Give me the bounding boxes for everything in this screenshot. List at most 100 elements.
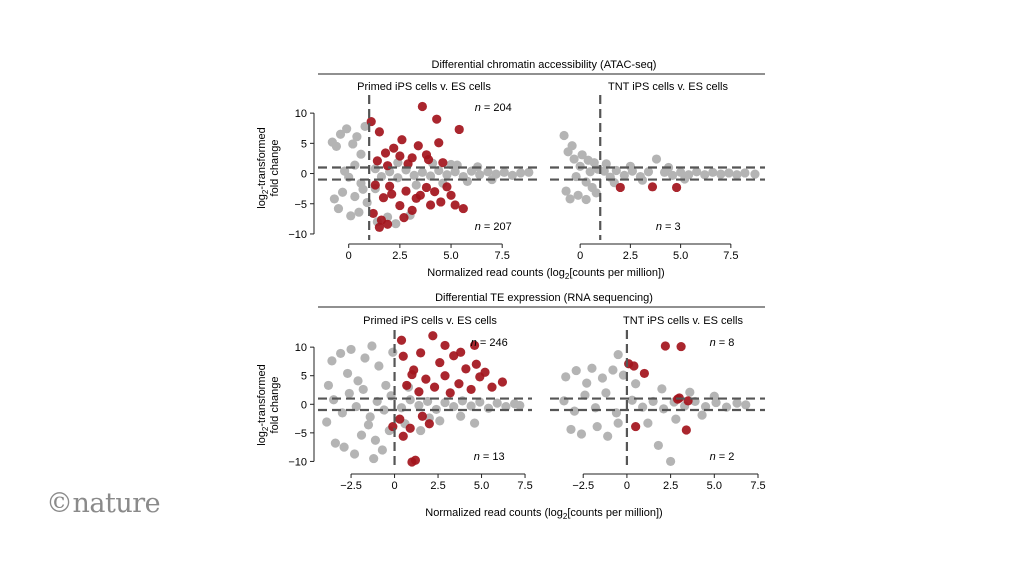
- data-point-significant: [466, 384, 476, 395]
- data-point-significant: [385, 181, 395, 191]
- x-tick-label: 0: [346, 250, 352, 262]
- data-point-nonsignificant: [409, 170, 419, 180]
- data-point-significant: [395, 151, 405, 161]
- data-point-nonsignificant: [462, 176, 473, 186]
- data-point-nonsignificant: [348, 139, 358, 149]
- data-point-significant: [440, 371, 450, 381]
- data-point-nonsignificant: [576, 429, 587, 439]
- x-tick-label: 0: [391, 480, 397, 492]
- x-tick-label: 5.0: [707, 480, 722, 492]
- data-point-nonsignificant: [322, 417, 332, 427]
- data-point-significant: [497, 377, 508, 387]
- data-point-nonsignificant: [566, 424, 576, 435]
- data-point-nonsignificant: [360, 353, 370, 363]
- data-point-significant: [425, 200, 436, 210]
- data-point-significant: [660, 341, 670, 351]
- data-point-nonsignificant: [676, 167, 686, 177]
- data-point-nonsignificant: [575, 161, 585, 171]
- data-point-significant: [398, 431, 408, 441]
- data-point-significant: [380, 148, 391, 158]
- data-point-significant: [449, 351, 459, 361]
- data-point-nonsignificant: [613, 349, 623, 360]
- data-point-nonsignificant: [643, 418, 653, 428]
- data-point-significant: [424, 419, 434, 429]
- data-point-significant: [403, 159, 413, 169]
- data-point-nonsignificant: [653, 440, 663, 451]
- data-point-nonsignificant: [559, 130, 569, 141]
- data-point-significant: [461, 364, 471, 374]
- data-point-significant: [388, 421, 398, 432]
- data-point-nonsignificant: [365, 412, 375, 422]
- rna-primed-panel-title: Primed iPS cells v. ES cells: [363, 315, 497, 327]
- n-count-annotation: n = 2: [710, 451, 735, 463]
- data-point-significant: [423, 155, 434, 165]
- data-point-significant: [446, 190, 456, 200]
- data-point-significant: [372, 156, 382, 166]
- data-point-nonsignificant: [417, 167, 427, 177]
- data-point-nonsignificant: [350, 191, 360, 202]
- data-point-nonsignificant: [716, 169, 726, 179]
- data-point-significant: [417, 101, 427, 112]
- x-tick-label: −2.5: [572, 480, 594, 492]
- y-tick-label: −5: [294, 199, 307, 211]
- data-point-significant: [414, 387, 424, 397]
- data-point-nonsignificant: [659, 404, 669, 414]
- data-point-nonsignificant: [440, 397, 450, 408]
- data-point-nonsignificant: [456, 411, 466, 421]
- atac-tnt-panel: 0 2.5 5.0 7.5 n = 3: [550, 95, 765, 262]
- data-point-nonsignificant: [561, 186, 571, 196]
- data-point-nonsignificant: [515, 400, 525, 411]
- rna-x-axis-label: Normalized read counts (log2[counts per …: [425, 507, 662, 521]
- data-point-nonsignificant: [587, 363, 597, 373]
- data-point-nonsignificant: [370, 435, 381, 445]
- data-point-nonsignificant: [671, 414, 681, 424]
- data-point-significant: [450, 200, 460, 210]
- data-point-nonsignificant: [589, 158, 599, 168]
- data-point-nonsignificant: [379, 405, 389, 415]
- data-point-nonsignificant: [423, 396, 433, 407]
- atac-y-axis-label: log2-transformed fold change: [256, 127, 281, 209]
- data-point-significant: [471, 359, 481, 369]
- atac-tnt-panel-title: TNT iPS cells v. ES cells: [608, 81, 729, 93]
- data-point-significant: [438, 158, 448, 168]
- data-point-nonsignificant: [608, 365, 618, 375]
- data-point-nonsignificant: [741, 400, 751, 410]
- data-point-significant: [435, 357, 445, 368]
- data-point-significant: [413, 141, 423, 151]
- data-point-nonsignificant: [358, 384, 368, 395]
- atac-primed-panel: 0 2.5 5.0 7.5 10 5 0 −5 −10 n = 204 n = 207: [288, 95, 537, 262]
- data-point-significant: [629, 361, 639, 371]
- data-point-nonsignificant: [585, 167, 595, 177]
- data-point-nonsignificant: [561, 372, 571, 382]
- x-tick-label: 0: [577, 250, 583, 262]
- rna-primed-panel: −2.5 0 2.5 5.0 7.5 10 5 0 −5 −10 n = 246 n = 13: [288, 330, 533, 492]
- data-point-nonsignificant: [344, 388, 354, 399]
- data-point-nonsignificant: [592, 421, 602, 432]
- data-point-significant: [681, 425, 691, 435]
- svg-text:fold change: fold change: [269, 140, 281, 197]
- data-point-nonsignificant: [666, 456, 676, 467]
- data-point-nonsignificant: [700, 401, 711, 412]
- data-point-significant: [378, 193, 389, 203]
- data-point-significant: [615, 182, 625, 193]
- data-point-significant: [415, 190, 425, 200]
- data-point-significant: [480, 367, 490, 377]
- data-point-nonsignificant: [411, 180, 421, 190]
- data-point-nonsignificant: [580, 390, 590, 400]
- data-point-significant: [374, 127, 385, 137]
- data-point-nonsignificant: [367, 341, 377, 351]
- atac-x-axis-label: Normalized read counts (log2[counts per …: [427, 267, 664, 281]
- data-point-significant: [442, 182, 452, 192]
- data-point-nonsignificant: [442, 170, 452, 180]
- data-point-significant: [647, 182, 658, 192]
- data-point-significant: [366, 116, 376, 127]
- data-point-nonsignificant: [582, 378, 592, 388]
- n-count-annotation: n = 204: [475, 102, 512, 114]
- data-point-significant: [456, 347, 466, 357]
- data-point-nonsignificant: [685, 387, 695, 397]
- x-tick-label: 2.5: [392, 250, 407, 262]
- data-point-nonsignificant: [352, 132, 362, 142]
- data-point-significant: [440, 340, 450, 351]
- n-count-annotation: n = 3: [656, 221, 681, 233]
